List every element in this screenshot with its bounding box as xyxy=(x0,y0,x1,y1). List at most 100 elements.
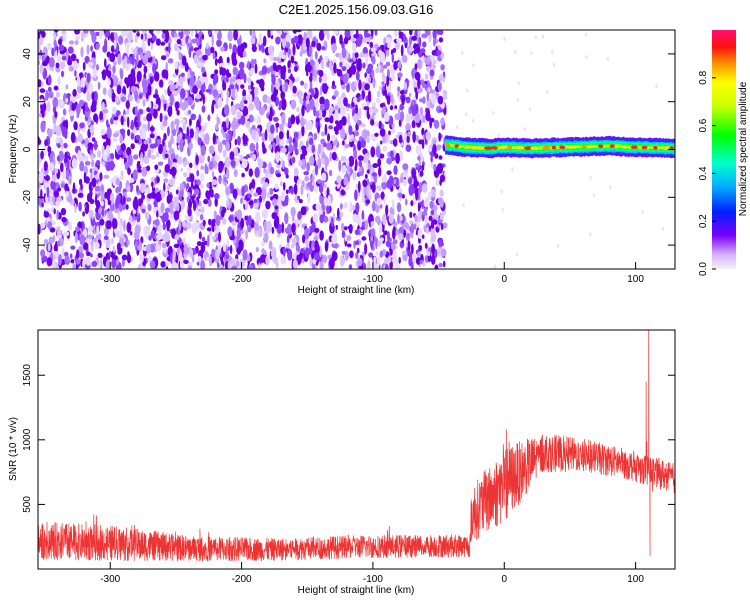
noise-cell xyxy=(42,60,48,67)
noise-cell xyxy=(320,59,325,69)
noise-cell xyxy=(358,79,362,91)
noise-cell xyxy=(398,256,401,264)
noise-cell xyxy=(68,40,75,45)
noise-cell xyxy=(85,204,89,214)
y-tick-label: 0 xyxy=(22,146,33,152)
noise-cell xyxy=(214,193,220,200)
noise-cell xyxy=(73,121,78,131)
noise-cell xyxy=(126,146,132,157)
noise-cell xyxy=(93,237,98,243)
noise-cell xyxy=(319,260,324,269)
noise-cell xyxy=(275,134,279,145)
noise-cell xyxy=(108,250,112,257)
noise-cell xyxy=(107,90,112,97)
noise-cell xyxy=(77,133,84,143)
noise-cell xyxy=(151,35,157,42)
noise-cell xyxy=(147,148,152,159)
noise-cell xyxy=(136,32,140,37)
noise-cell xyxy=(125,235,129,248)
noise-cell xyxy=(267,191,270,199)
noise-cell xyxy=(268,114,273,122)
noise-cell xyxy=(78,201,82,212)
noise-cell xyxy=(426,91,430,102)
noise-cell xyxy=(130,143,135,150)
noise-cell xyxy=(270,124,275,134)
noise-cell xyxy=(387,231,390,243)
noise-cell xyxy=(91,91,95,101)
noise-cell xyxy=(147,121,150,132)
noise-cell xyxy=(118,229,122,236)
signal-band-peak xyxy=(559,145,566,150)
noise-cell xyxy=(111,92,116,103)
noise-cell xyxy=(354,189,358,202)
noise-cell xyxy=(234,138,238,146)
y-tick-label: 20 xyxy=(22,96,33,108)
signal-band-peak xyxy=(530,146,539,150)
noise-cell xyxy=(329,115,334,124)
noise-cell xyxy=(279,180,283,187)
noise-cell xyxy=(95,31,100,36)
noise-cell xyxy=(277,233,281,238)
noise-cell xyxy=(183,160,190,165)
noise-cell xyxy=(193,188,200,196)
noise-cell xyxy=(250,187,254,194)
noise-cell xyxy=(129,178,135,183)
noise-cell xyxy=(282,70,286,81)
noise-cell xyxy=(370,30,374,37)
noise-cell xyxy=(585,55,588,60)
noise-cell xyxy=(331,59,337,64)
signal-band-peak xyxy=(614,144,619,148)
noise-cell xyxy=(266,96,272,104)
noise-cell xyxy=(164,115,168,121)
noise-cell xyxy=(38,223,41,235)
noise-cell xyxy=(130,119,134,131)
noise-cell xyxy=(160,41,166,46)
noise-cell xyxy=(386,95,391,105)
noise-cell xyxy=(201,33,205,40)
noise-cell xyxy=(50,180,56,190)
noise-cell xyxy=(393,178,397,185)
noise-cell xyxy=(245,120,251,128)
noise-cell xyxy=(432,59,437,65)
noise-cell xyxy=(271,73,276,86)
noise-cell xyxy=(271,198,278,207)
noise-cell xyxy=(398,134,403,144)
noise-cell xyxy=(254,202,259,210)
noise-cell xyxy=(201,236,206,242)
noise-cell xyxy=(39,88,46,93)
noise-cell xyxy=(164,153,169,159)
noise-cell xyxy=(112,133,119,138)
noise-cell xyxy=(208,161,214,170)
noise-cell xyxy=(288,143,293,154)
noise-cell xyxy=(200,259,205,269)
noise-cell xyxy=(257,158,264,169)
noise-cell xyxy=(144,211,150,221)
signal-band-peak xyxy=(515,146,524,150)
signal-band-peak xyxy=(484,146,493,150)
snr-x-label: Height of straight line (km) xyxy=(298,585,415,596)
noise-cell xyxy=(370,228,376,237)
noise-cell xyxy=(127,167,131,175)
noise-cell xyxy=(318,30,325,41)
noise-cell xyxy=(128,30,133,43)
noise-cell xyxy=(370,146,376,158)
noise-cell xyxy=(362,179,368,188)
noise-cell xyxy=(340,203,343,210)
noise-cell xyxy=(60,61,66,70)
noise-cell xyxy=(240,197,243,204)
noise-cell xyxy=(224,104,230,117)
noise-cell xyxy=(157,161,164,166)
noise-cell xyxy=(294,148,299,156)
noise-cell xyxy=(38,139,42,145)
colorbar-gradient xyxy=(712,30,736,269)
noise-cell xyxy=(411,35,417,41)
noise-cell xyxy=(375,67,380,74)
noise-cell xyxy=(229,84,235,90)
noise-cell xyxy=(339,34,343,45)
noise-cell xyxy=(589,175,592,180)
noise-cell xyxy=(333,62,337,74)
noise-cell xyxy=(278,106,282,111)
spectrogram-heatmap xyxy=(38,30,665,269)
noise-cell xyxy=(192,85,198,94)
noise-cell xyxy=(91,177,97,188)
